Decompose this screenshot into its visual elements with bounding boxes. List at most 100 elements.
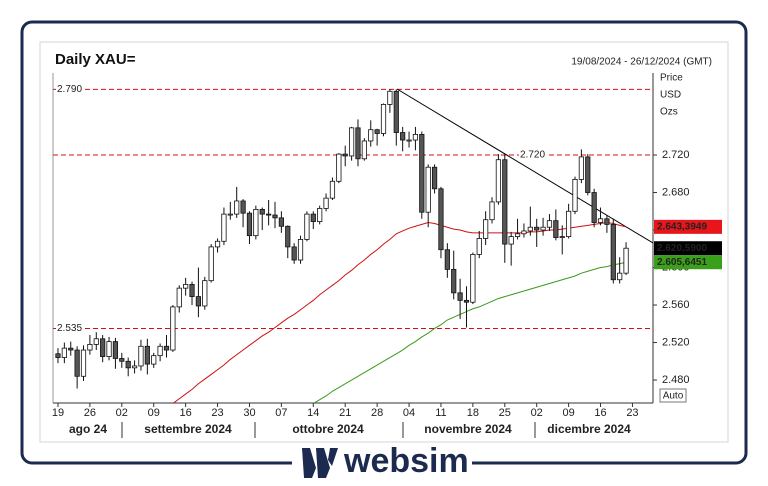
reference-label-bg bbox=[519, 149, 547, 161]
moving-average bbox=[172, 222, 627, 403]
brand: websim bbox=[343, 442, 469, 480]
value-tag-label: 2.620,5900 bbox=[657, 243, 707, 254]
candle-body bbox=[195, 296, 202, 307]
candle-body bbox=[425, 166, 431, 213]
candle-body bbox=[221, 213, 227, 242]
axis-unit: USD bbox=[660, 90, 681, 101]
value-tag bbox=[654, 255, 722, 270]
candle-body bbox=[240, 200, 246, 214]
candle-body bbox=[329, 180, 336, 199]
candle-body bbox=[463, 299, 470, 303]
candle-body bbox=[361, 140, 367, 160]
candle-body bbox=[189, 284, 195, 297]
candle-body bbox=[393, 90, 399, 133]
candle-body bbox=[527, 226, 533, 232]
candle-body bbox=[623, 247, 629, 274]
candle-body bbox=[234, 200, 240, 215]
candle-body bbox=[610, 224, 616, 281]
auto-button[interactable] bbox=[659, 388, 687, 403]
candle-body bbox=[323, 197, 329, 209]
month-label: novembre 2024 bbox=[424, 422, 512, 436]
candle-body bbox=[157, 345, 163, 357]
x-tick-label: 16 bbox=[180, 407, 192, 419]
candle-body bbox=[74, 349, 80, 377]
candle-body bbox=[419, 134, 425, 213]
candle-body bbox=[272, 214, 278, 219]
month-label: dicembre 2024 bbox=[547, 422, 631, 436]
candle-body bbox=[170, 306, 176, 351]
axis-unit: Ozs bbox=[660, 107, 678, 118]
candle-body bbox=[444, 249, 450, 270]
value-tag bbox=[654, 219, 722, 234]
candle-body bbox=[368, 129, 374, 142]
candle-body bbox=[214, 240, 221, 248]
x-tick-label: 09 bbox=[562, 407, 574, 419]
y-tick-label: 2.560 bbox=[662, 299, 690, 311]
x-tick-label: 07 bbox=[275, 407, 287, 419]
x-tick-label: 16 bbox=[594, 407, 606, 419]
candle-body bbox=[61, 347, 67, 358]
candle-body bbox=[387, 90, 393, 105]
candle-body bbox=[336, 153, 342, 182]
chart-title: Daily XAU= bbox=[55, 51, 136, 68]
x-tick-label: 02 bbox=[116, 407, 128, 419]
candle-body bbox=[227, 213, 233, 216]
candle-body bbox=[553, 220, 559, 238]
candle-body bbox=[176, 287, 182, 308]
candle-body bbox=[208, 246, 214, 282]
candle-body bbox=[483, 219, 489, 239]
candle-body bbox=[374, 129, 380, 134]
candle-body bbox=[112, 341, 119, 359]
candle-body bbox=[412, 134, 419, 141]
moving-average bbox=[313, 261, 627, 403]
value-tag-label: 2.643,3949 bbox=[657, 221, 707, 232]
candle-body bbox=[380, 104, 387, 134]
candle-body bbox=[80, 349, 87, 377]
x-tick-label: 26 bbox=[84, 407, 96, 419]
y-tick-label: 2.720 bbox=[662, 149, 690, 161]
candle-body bbox=[355, 127, 361, 160]
candle-body bbox=[540, 226, 546, 231]
x-tick-label: 11 bbox=[435, 407, 446, 419]
candle-body bbox=[431, 166, 438, 190]
candle-body bbox=[546, 220, 553, 228]
x-tick-label: 28 bbox=[371, 407, 383, 419]
candle-body bbox=[68, 347, 74, 351]
candle-body bbox=[400, 132, 406, 141]
value-tag bbox=[654, 241, 722, 256]
candle-body bbox=[304, 213, 310, 240]
axis-unit: Price bbox=[660, 73, 683, 84]
candle-body bbox=[521, 230, 527, 235]
candle-body bbox=[297, 239, 304, 261]
y-tick-label: 2.680 bbox=[662, 186, 690, 198]
candle-body bbox=[87, 344, 93, 351]
candle-body bbox=[278, 217, 284, 227]
x-tick-label: 21 bbox=[339, 407, 351, 419]
candle-body bbox=[495, 159, 502, 203]
candle-body bbox=[406, 139, 412, 142]
candle-body bbox=[348, 127, 355, 157]
x-tick-label: 09 bbox=[148, 407, 160, 419]
reference-label: 2.535 bbox=[57, 323, 82, 334]
x-tick-label: 23 bbox=[626, 407, 638, 419]
x-tick-label: 30 bbox=[243, 407, 255, 419]
candle-body bbox=[585, 156, 591, 193]
trend-line bbox=[396, 88, 653, 244]
candle-body bbox=[578, 156, 584, 180]
candle-body bbox=[310, 213, 316, 222]
candle-body bbox=[100, 338, 106, 357]
candle-body bbox=[470, 254, 476, 303]
candle-body bbox=[93, 338, 99, 345]
candle-body bbox=[138, 345, 144, 367]
candle-body bbox=[342, 153, 348, 157]
candle-body bbox=[291, 246, 297, 261]
candle-body bbox=[572, 179, 578, 212]
candle-body bbox=[502, 159, 508, 245]
candle-body bbox=[489, 201, 495, 221]
month-label: ottobre 2024 bbox=[292, 422, 364, 436]
candle-body bbox=[131, 365, 138, 369]
auto-button-label[interactable]: Auto bbox=[663, 391, 684, 402]
x-tick-label: 02 bbox=[531, 407, 543, 419]
candle-body bbox=[317, 208, 323, 222]
